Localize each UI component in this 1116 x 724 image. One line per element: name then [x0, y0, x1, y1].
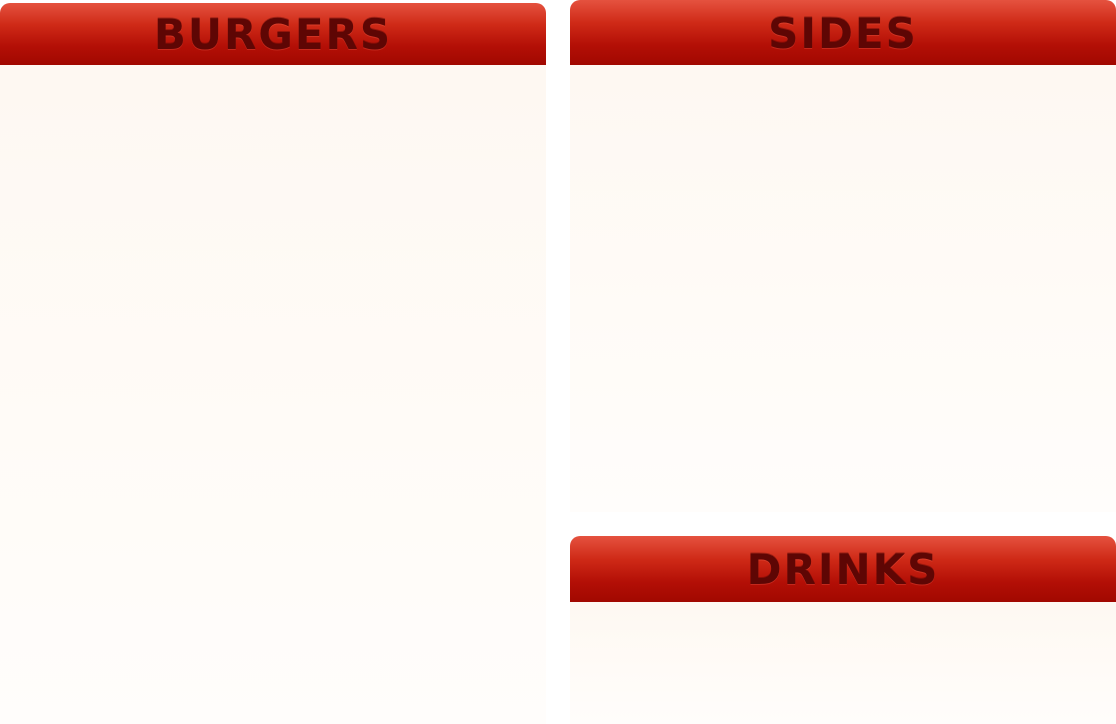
sides-content-area: [570, 65, 1116, 512]
burgers-content-area: [0, 65, 546, 724]
sides-title: SIDES: [768, 8, 918, 58]
burgers-panel: BURGERS: [0, 3, 546, 724]
drinks-header: DRINKS: [570, 536, 1116, 602]
burgers-title: BURGERS: [153, 10, 393, 59]
sides-panel: SIDES: [570, 0, 1116, 512]
drinks-title: DRINKS: [746, 545, 940, 594]
burgers-header: BURGERS: [0, 3, 546, 65]
drinks-content-area: [570, 602, 1116, 724]
drinks-panel: DRINKS: [570, 536, 1116, 724]
sides-header: SIDES: [570, 0, 1116, 65]
